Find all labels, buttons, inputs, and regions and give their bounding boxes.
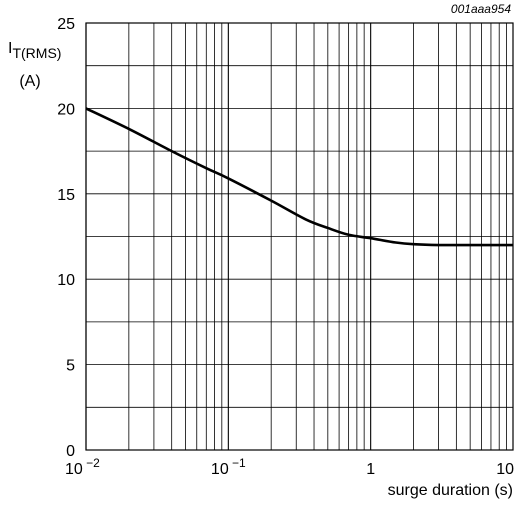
x-tick-label: 1 [366, 461, 375, 478]
y-tick-label: 0 [66, 443, 75, 460]
x-tick-labels: 10 −2 10 −1 1 10 [65, 456, 514, 478]
x-axis-label: surge duration (s) [388, 482, 513, 499]
x-tick-label: 10 −2 [65, 456, 100, 478]
grid [85, 22, 513, 451]
y-tick-labels: 0 5 10 15 20 25 [57, 16, 75, 460]
figure-code: 001aaa954 [451, 2, 511, 16]
y-tick-label: 10 [57, 272, 75, 289]
x-tick-label: 10 [496, 461, 514, 478]
y-axis-unit: (A) [19, 73, 40, 90]
plot-frame [85, 22, 514, 451]
y-axis-label: IT(RMS) [8, 40, 61, 61]
y-tick-label: 5 [66, 358, 75, 375]
series-line [85, 107, 513, 247]
y-axis-label-sub: T(RMS) [12, 45, 61, 61]
y-tick-label: 15 [57, 187, 75, 204]
y-tick-label: 20 [57, 101, 75, 118]
x-tick-label: 10 −1 [211, 456, 246, 478]
y-axis-label-main: I [8, 40, 12, 57]
y-tick-label: 25 [57, 16, 75, 33]
